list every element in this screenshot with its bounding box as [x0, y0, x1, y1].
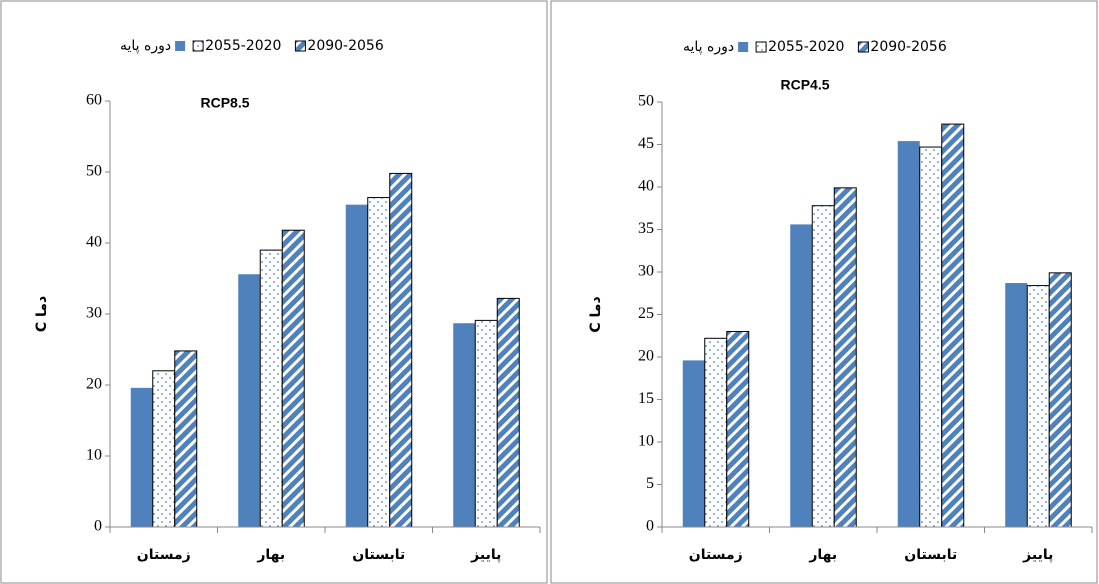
bar: [496, 297, 520, 528]
legend-label: 2055-2020: [205, 38, 281, 54]
legend-swatch: [755, 41, 767, 53]
y-tick-label: 0: [94, 518, 102, 535]
chart-title: RCP4.5: [780, 77, 829, 93]
y-axis-label: C دما: [34, 296, 50, 332]
y-axis-label: C دما: [588, 296, 604, 332]
bar: [130, 387, 153, 527]
bar: [897, 141, 920, 527]
bar: [704, 337, 728, 528]
y-tick-label: 10: [86, 447, 102, 464]
bar: [389, 172, 413, 528]
legend-label: دوره پایه: [120, 38, 171, 54]
bar: [174, 350, 198, 528]
y-tick-label: 50: [86, 163, 102, 180]
bar: [726, 331, 750, 528]
bar: [1048, 272, 1072, 528]
y-tick-label: 15: [638, 390, 654, 407]
x-tick-label: زمستان: [689, 547, 743, 563]
x-tick-label: پاییز: [470, 547, 501, 563]
legend-swatch: [738, 42, 749, 52]
bar: [259, 249, 283, 528]
x-tick-label: پاییز: [1022, 547, 1053, 563]
y-tick-label: 30: [638, 263, 654, 280]
bar: [811, 205, 835, 528]
y-tick-label: 20: [638, 348, 654, 365]
y-tick-label: 5: [646, 475, 654, 492]
x-tick-label: بهار: [808, 547, 837, 563]
bar: [790, 224, 813, 527]
x-tick-label: زمستان: [137, 547, 191, 563]
bar: [682, 360, 705, 527]
x-tick-label: تابستان: [352, 547, 405, 563]
legend-label: 2055-2020: [768, 39, 844, 55]
bar: [833, 187, 857, 528]
y-tick-label: 60: [86, 92, 102, 109]
bar: [367, 197, 391, 528]
x-tick-label: بهار: [256, 547, 285, 563]
bar: [238, 274, 261, 527]
y-tick-label: 40: [86, 234, 102, 251]
bar: [1005, 283, 1028, 527]
chart-title: RCP8.5: [200, 95, 249, 111]
legend-swatch: [294, 40, 306, 52]
bar: [281, 229, 305, 528]
legend-swatch: [175, 41, 186, 51]
y-tick-label: 10: [638, 433, 654, 450]
y-tick-label: 30: [86, 305, 102, 322]
bar: [453, 323, 476, 527]
y-tick-label: 25: [638, 305, 654, 322]
legend-swatch: [192, 40, 204, 52]
y-tick-label: 0: [646, 518, 654, 535]
bar: [1026, 285, 1050, 528]
bar: [474, 319, 498, 528]
x-tick-label: تابستان: [904, 547, 957, 563]
y-tick-label: 35: [638, 220, 654, 237]
panel-border: [550, 0, 1098, 584]
bar: [941, 123, 965, 528]
y-tick-label: 45: [638, 135, 654, 152]
panel-border: [0, 0, 548, 584]
bar: [345, 204, 368, 527]
y-tick-label: 50: [638, 93, 654, 110]
legend-label: 2090-2056: [307, 38, 383, 54]
bar: [152, 370, 176, 528]
y-tick-label: 20: [86, 376, 102, 393]
legend-swatch: [857, 41, 869, 53]
legend-label: 2090-2056: [870, 39, 946, 55]
y-tick-label: 40: [638, 178, 654, 195]
legend-label: دوره پایه: [683, 39, 734, 55]
bar: [919, 146, 943, 528]
